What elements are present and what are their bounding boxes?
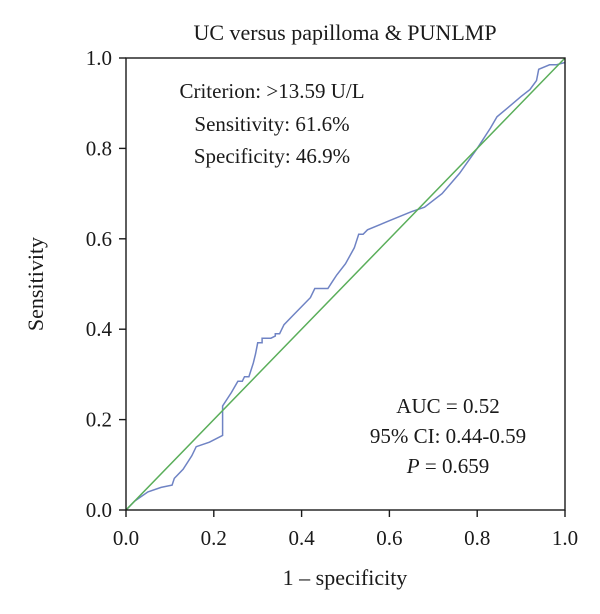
sensitivity-annotation: Sensitivity: 61.6% xyxy=(194,112,349,136)
y-tick-label: 0.8 xyxy=(86,136,112,160)
x-tick-label: 1.0 xyxy=(552,526,578,550)
reference-diagonal-line xyxy=(125,57,566,511)
y-axis-label: Sensitivity xyxy=(23,237,48,331)
chart-title: UC versus papilloma & PUNLMP xyxy=(193,20,496,45)
x-tick-label: 0.0 xyxy=(113,526,139,550)
roc-curve-line xyxy=(125,61,566,511)
specificity-annotation: Specificity: 46.9% xyxy=(194,144,350,168)
y-tick-label: 0.4 xyxy=(86,317,113,341)
y-tick-label: 1.0 xyxy=(86,46,112,70)
y-axis: 0.0 0.2 0.4 0.6 0.8 1.0 xyxy=(86,46,126,522)
y-tick-label: 0.6 xyxy=(86,227,112,251)
p-value: = 0.659 xyxy=(420,454,490,478)
ci-annotation: 95% CI: 0.44-0.59 xyxy=(370,424,526,448)
auc-annotation: AUC = 0.52 xyxy=(396,394,499,418)
p-value-annotation: P = 0.659 xyxy=(406,454,489,478)
series-layer xyxy=(125,57,566,511)
p-symbol: P xyxy=(406,454,420,478)
y-tick-label: 0.2 xyxy=(86,408,112,432)
x-tick-label: 0.8 xyxy=(464,526,490,550)
x-tick-label: 0.2 xyxy=(201,526,227,550)
x-tick-label: 0.6 xyxy=(376,526,402,550)
x-tick-label: 0.4 xyxy=(288,526,315,550)
y-tick-label: 0.0 xyxy=(86,498,112,522)
plot-frame xyxy=(125,57,566,511)
x-axis: 0.0 0.2 0.4 0.6 0.8 1.0 xyxy=(113,510,578,550)
x-axis-label: 1 – specificity xyxy=(283,565,408,590)
criterion-annotation: Criterion: >13.59 U/L xyxy=(179,79,364,103)
